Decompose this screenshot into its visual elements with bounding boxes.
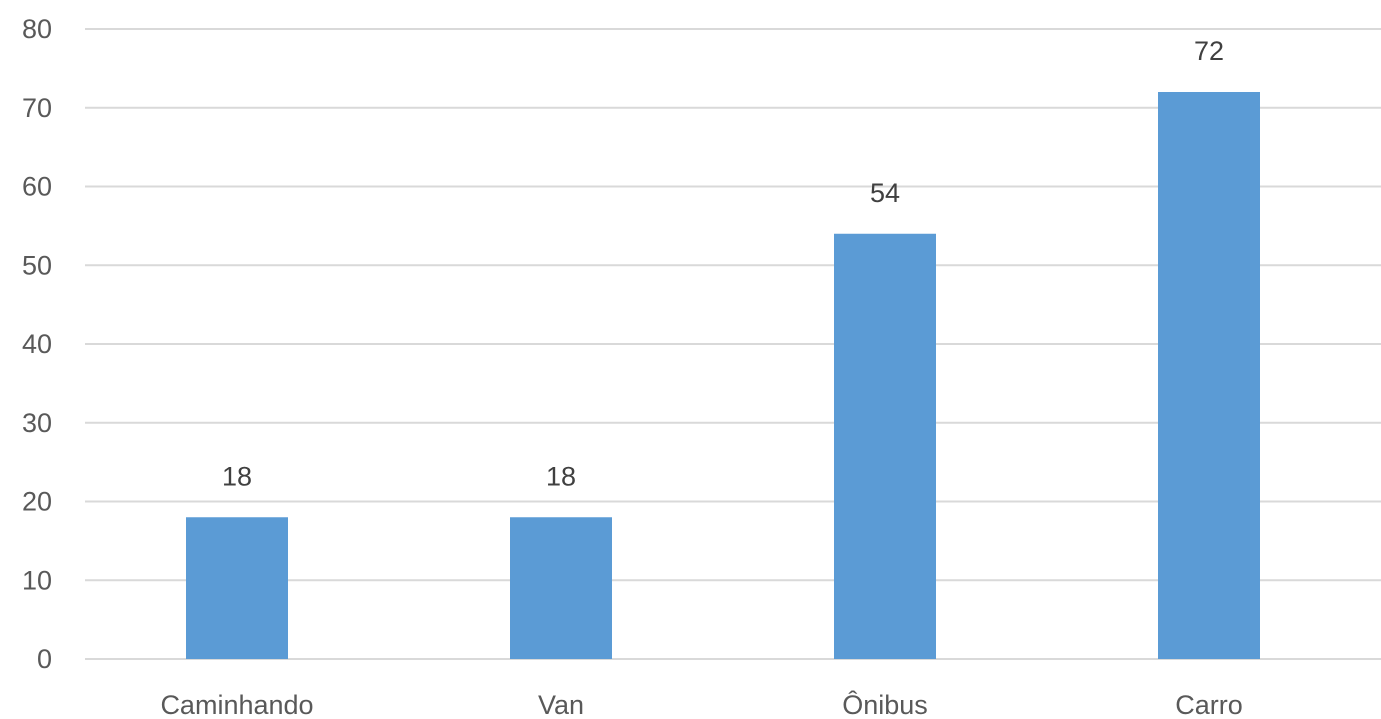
y-tick-label-10: 10 xyxy=(22,565,52,595)
y-tick-label-0: 0 xyxy=(37,644,52,674)
data-label-carro: 72 xyxy=(1194,36,1224,66)
data-label-ônibus: 54 xyxy=(870,178,900,208)
bar-ônibus xyxy=(834,233,936,659)
y-tick-label-50: 50 xyxy=(22,250,52,280)
data-labels: 18 18 54 72 xyxy=(222,36,1224,491)
data-label-caminhando: 18 xyxy=(222,461,252,491)
y-tick-label-60: 60 xyxy=(22,172,52,202)
bar-van xyxy=(510,517,612,659)
y-axis-ticks: 0 10 20 30 40 50 60 70 80 xyxy=(22,14,52,674)
bars xyxy=(186,92,1260,659)
bar-caminhando xyxy=(186,517,288,659)
x-tick-label-van: Van xyxy=(538,690,584,719)
x-tick-label-carro: Carro xyxy=(1175,690,1243,719)
bar-carro xyxy=(1158,92,1260,659)
gridlines xyxy=(85,28,1381,660)
y-tick-label-70: 70 xyxy=(22,93,52,123)
y-tick-label-80: 80 xyxy=(22,14,52,44)
category-labels: Caminhando Van Ônibus Carro xyxy=(160,689,1242,719)
y-tick-label-30: 30 xyxy=(22,408,52,438)
x-tick-label-caminhando: Caminhando xyxy=(160,690,313,719)
y-tick-label-20: 20 xyxy=(22,487,52,517)
y-tick-label-40: 40 xyxy=(22,329,52,359)
x-tick-label-ônibus: Ônibus xyxy=(842,689,928,719)
data-label-van: 18 xyxy=(546,461,576,491)
